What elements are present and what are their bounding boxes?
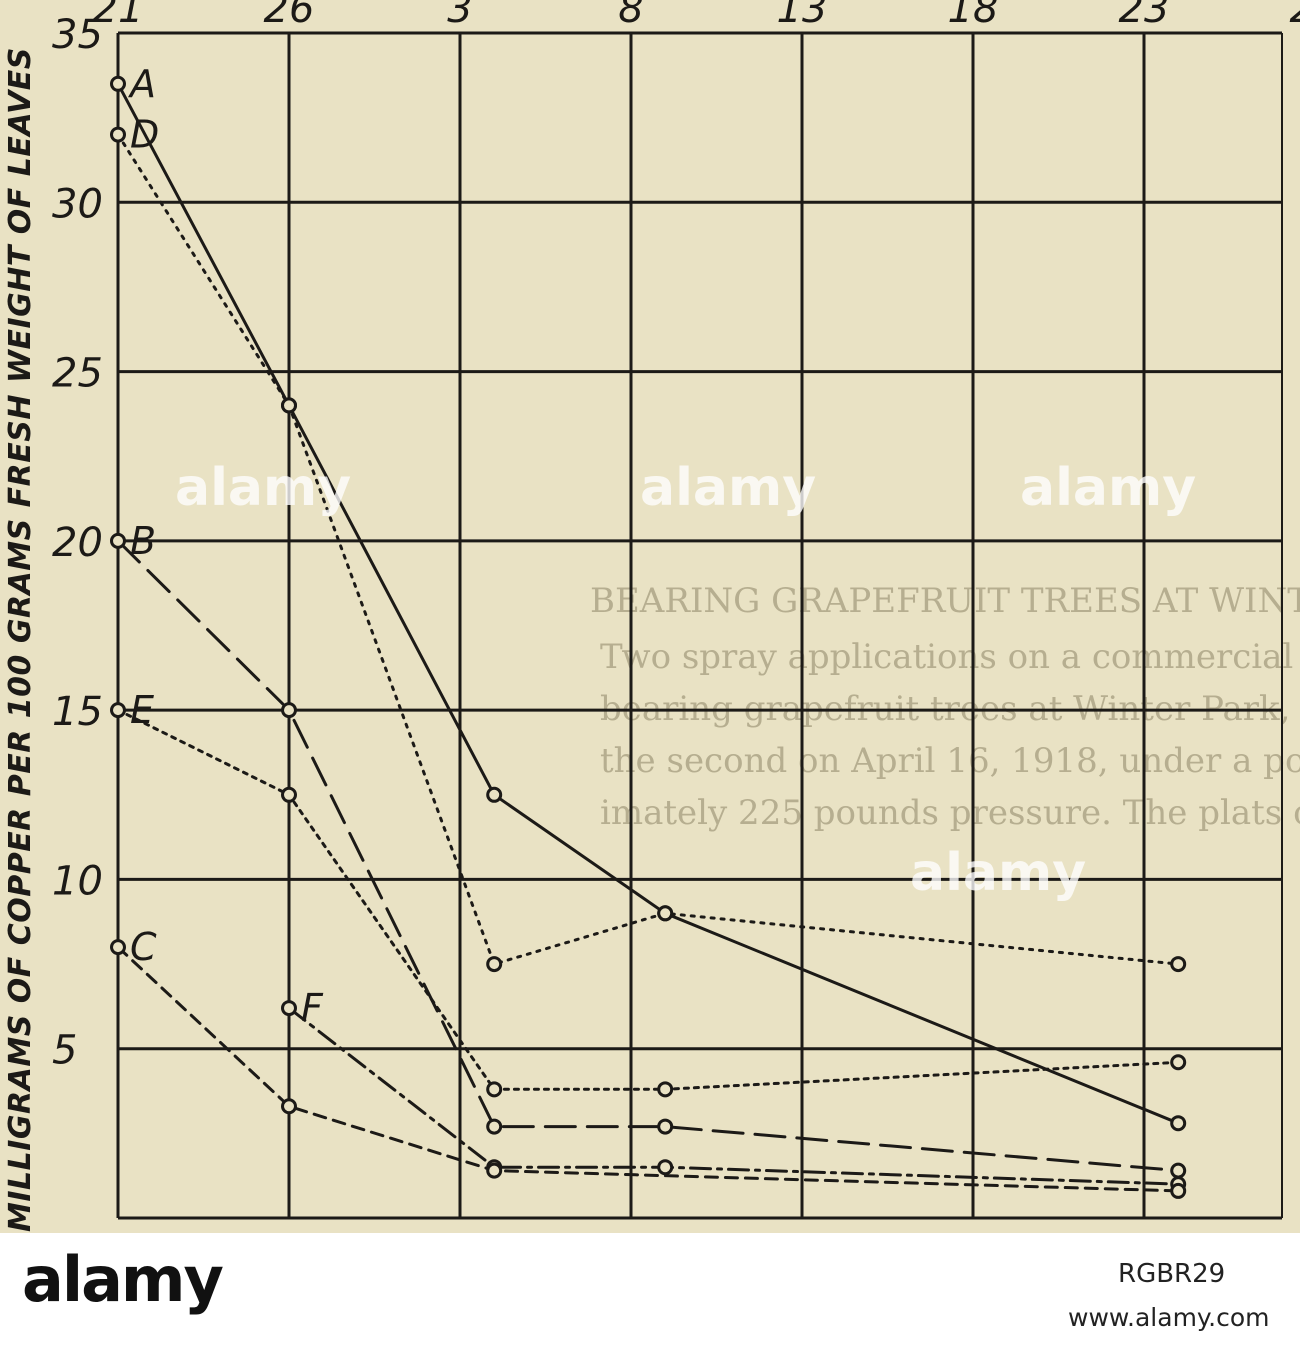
data-point-D-0 (110, 126, 126, 143)
y-tick-label-10: 10 (52, 858, 103, 904)
series-label-F: F (301, 986, 324, 1030)
y-tick-label-25: 25 (52, 351, 103, 397)
data-point-C-2 (486, 1162, 503, 1179)
footer-url: www.alamy.com (1068, 1303, 1270, 1332)
bleed-through-text: BEARING GRAPEFRUIT TREES AT WINTER PARK,… (590, 581, 1300, 833)
watermark-mark-1: alamy (640, 458, 816, 518)
x-tick-label-13: 13 (777, 0, 828, 32)
series-line-D (116, 133, 1180, 966)
data-point-C-0 (110, 939, 126, 956)
data-point-C-3 (1170, 1182, 1187, 1199)
watermark-mark-2: alamy (1020, 458, 1196, 518)
x-tick-label-8: 8 (618, 0, 643, 32)
x-tick-label-18: 18 (948, 0, 999, 32)
data-point-D-1 (281, 397, 297, 414)
y-axis-title: MILLIGRAMS OF COPPER PER 100 GRAMS FRESH… (3, 47, 38, 1232)
grid (116, 31, 1283, 1220)
svg-text:BEARING GRAPEFRUIT TREES AT WI: BEARING GRAPEFRUIT TREES AT WINTER PARK,… (590, 581, 1300, 621)
series-labels: AD B E F C (127, 62, 324, 1030)
x-tick-label-28: 28 (1290, 0, 1300, 32)
data-point-C-1 (281, 1098, 297, 1115)
svg-text:Two spray applications on a co: Two spray applications on a commercial b… (600, 637, 1300, 677)
x-tick-label-21: 21 (93, 0, 144, 32)
data-point-E-3 (657, 1081, 674, 1098)
data-points (110, 75, 1187, 1199)
data-point-B-0 (110, 532, 126, 549)
series-label-B: B (130, 519, 156, 563)
data-point-D-4 (1170, 956, 1187, 973)
svg-text:the second on April 16, 1918,: the second on April 16, 1918, under a po… (600, 741, 1300, 781)
footer-logo: alamy (22, 1243, 224, 1316)
series-line-C (116, 945, 1180, 1193)
x-tick-label-3: 3 (447, 0, 472, 32)
data-point-E-4 (1170, 1054, 1187, 1071)
series-label-E: E (130, 688, 154, 732)
y-tick-label-30: 30 (52, 181, 103, 227)
x-tick-label-23: 23 (1119, 0, 1170, 32)
image-id: RGBR29 (1118, 1259, 1226, 1289)
data-point-B-4 (1170, 1162, 1187, 1179)
y-tick-label-20: 20 (52, 520, 103, 566)
data-point-B-2 (486, 1118, 503, 1135)
y-axis-ticks: 35 30 25 20 15 10 5 (52, 12, 103, 1074)
data-point-B-3 (657, 1118, 674, 1135)
data-point-A-0 (110, 75, 126, 92)
data-point-E-2 (486, 1081, 503, 1098)
series-label-C: C (130, 925, 157, 969)
data-point-D-2 (486, 956, 503, 973)
data-point-E-1 (281, 786, 297, 803)
x-tick-label-26: 26 (264, 0, 315, 32)
watermark-mark-3: alamy (910, 843, 1086, 903)
y-tick-label-5: 5 (52, 1028, 77, 1074)
y-tick-label-15: 15 (52, 689, 103, 735)
data-point-B-1 (281, 702, 297, 719)
series-label-A: A (127, 62, 156, 106)
data-point-F-0 (281, 1000, 297, 1017)
data-point-A-2 (486, 786, 503, 803)
y-tick-label-35: 35 (52, 12, 103, 58)
footer-bar: alamy RGBR29 www.alamy.com (0, 1233, 1300, 1352)
data-point-A-4 (1170, 1115, 1187, 1132)
x-axis-ticks: 21 26 3 8 13 18 23 28 (93, 0, 1300, 32)
data-point-D-3 (657, 905, 674, 922)
watermark-mark-0: alamy (175, 458, 351, 518)
data-point-E-0 (110, 702, 126, 719)
series-label-D: D (130, 113, 159, 157)
data-point-F-2 (657, 1159, 674, 1176)
svg-text:imately 225 pounds pressure. T: imately 225 pounds pressure. The plats c… (600, 793, 1300, 833)
series-line-F (287, 1006, 1180, 1186)
